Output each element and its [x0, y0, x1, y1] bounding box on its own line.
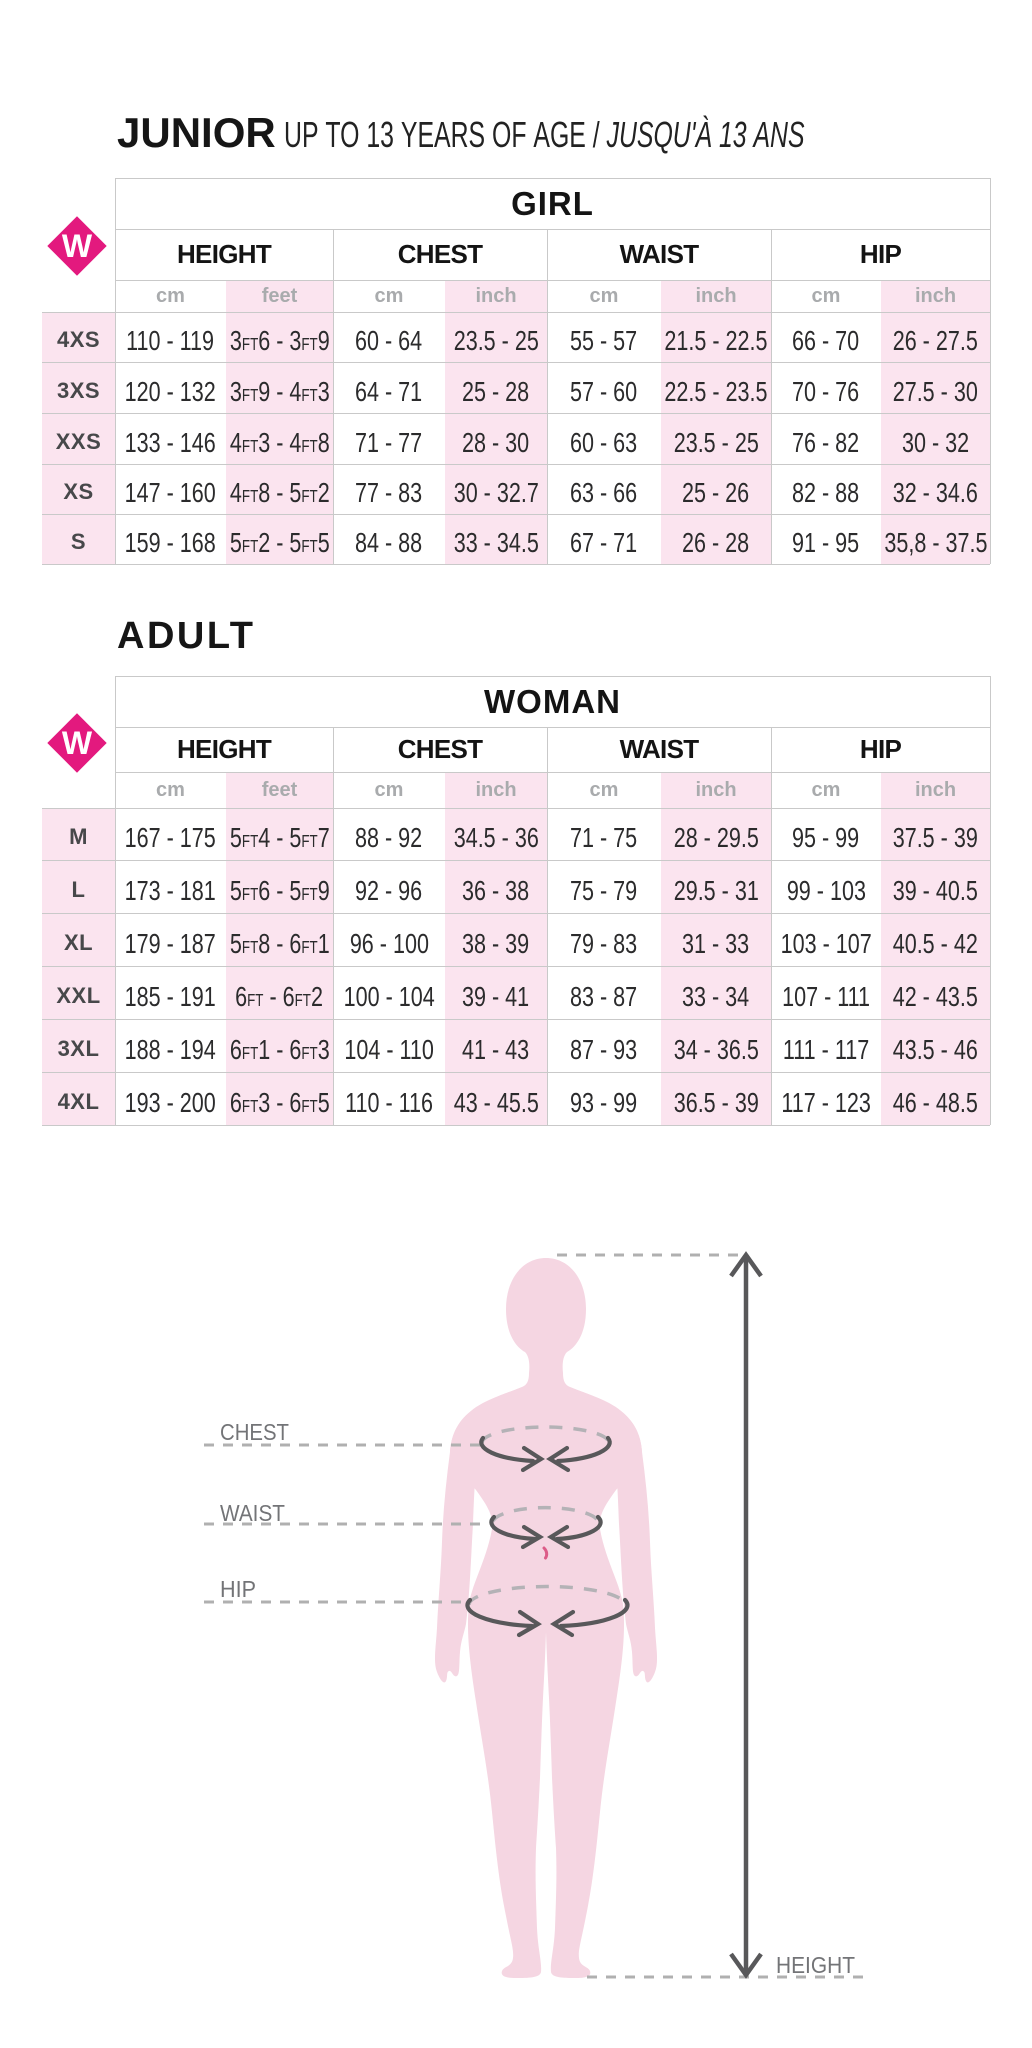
svg-text:WAIST: WAIST — [220, 1500, 285, 1526]
svg-text:HIP: HIP — [220, 1576, 256, 1602]
svg-text:CHEST: CHEST — [220, 1419, 289, 1445]
svg-text:HEIGHT: HEIGHT — [776, 1952, 855, 1978]
